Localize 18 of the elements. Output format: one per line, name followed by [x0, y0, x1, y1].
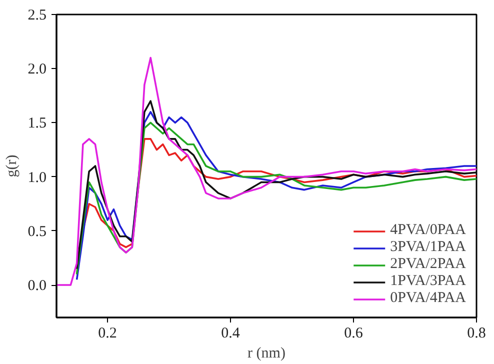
y-tick-label: 0.0 — [28, 278, 46, 294]
y-tick-label: 1.0 — [28, 170, 46, 186]
x-tick-label: 0.8 — [467, 326, 486, 342]
x-tick-label: 0.6 — [344, 326, 364, 342]
line-series — [56, 56, 476, 286]
y-tick-label: 2.0 — [28, 62, 46, 78]
legend-label: 4PVA/0PAA — [390, 222, 466, 239]
y-tick-label: 0.5 — [28, 224, 46, 240]
y-axis-title: g(r) — [4, 154, 20, 178]
x-axis-title: r (nm) — [248, 346, 286, 362]
x-tick-label: 0.2 — [98, 326, 117, 342]
legend-label: 2PVA/2PAA — [390, 256, 466, 273]
y-tick-label: 2.5 — [28, 8, 46, 24]
x-tick-label: 0.4 — [221, 326, 240, 342]
legend-label: 0PVA/4PAA — [390, 290, 466, 307]
legend-label: 3PVA/1PAA — [390, 239, 466, 256]
y-tick-label: 1.5 — [28, 116, 46, 132]
legend-label: 1PVA/3PAA — [390, 273, 466, 290]
